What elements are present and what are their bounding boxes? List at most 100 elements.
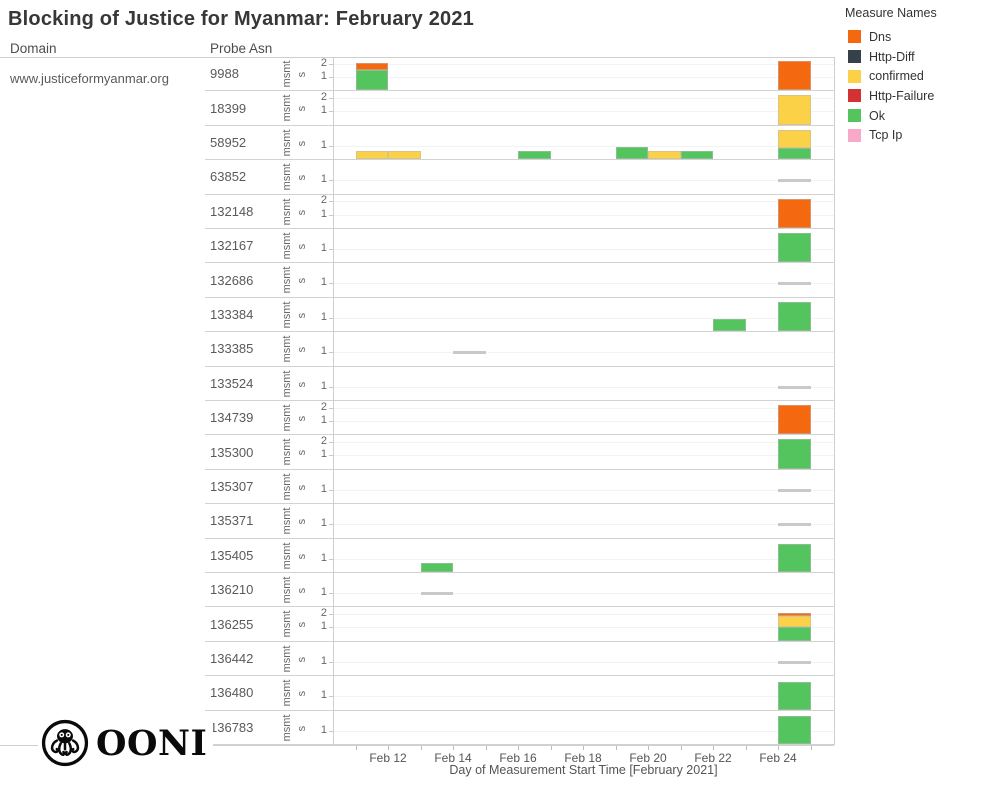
x-tick-label: Feb 12 <box>369 751 407 765</box>
measurement-bar-dns[interactable] <box>778 612 811 617</box>
y-gridline <box>333 593 834 595</box>
row-separator <box>205 296 834 298</box>
y-tick-mark <box>329 627 334 629</box>
measurement-bar-ok[interactable] <box>680 150 713 160</box>
measurement-bar-confirmed[interactable] <box>778 129 811 148</box>
y-gridline <box>333 696 834 698</box>
probe-asn-value: 136480 <box>210 685 254 701</box>
y-axis-line <box>333 57 334 745</box>
legend-item-dns[interactable]: Dns <box>845 27 937 47</box>
measurement-bar-ok[interactable] <box>713 318 746 332</box>
y-tick-mark <box>329 614 334 616</box>
probe-asn-value: 135300 <box>210 444 254 460</box>
legend-item-confirmed[interactable]: confirmed <box>845 66 937 86</box>
y-tick-label: 1 <box>320 138 327 151</box>
probe-asn-value: 134739 <box>210 410 254 426</box>
y-gridline <box>333 386 834 388</box>
row-separator <box>205 331 834 333</box>
legend-item-http-failure[interactable]: Http-Failure <box>845 86 937 106</box>
measurement-bar-ok[interactable] <box>778 147 811 160</box>
row-separator <box>205 159 834 161</box>
row-measure-label: msmt <box>281 576 293 604</box>
measurement-bar-dns[interactable] <box>778 198 811 228</box>
y-tick-mark <box>329 407 334 409</box>
y-gridline <box>333 614 834 616</box>
measurement-dash-mark[interactable] <box>778 523 811 527</box>
measurement-bar-confirmed[interactable] <box>388 150 421 160</box>
row-separator <box>205 572 834 573</box>
y-gridline <box>333 627 834 629</box>
measurement-bar-confirmed[interactable] <box>648 150 681 160</box>
probe-asn-value: 136210 <box>210 582 254 598</box>
row-separator <box>205 744 834 745</box>
x-tick-label: Feb 14 <box>434 751 472 765</box>
row-measure-label: msmt <box>281 439 293 467</box>
y-gridline <box>333 180 834 182</box>
y-tick-mark <box>329 98 334 100</box>
probe-asn-value: 132686 <box>210 272 254 288</box>
legend-item-ok[interactable]: Ok <box>845 106 937 126</box>
measurement-bar-ok[interactable] <box>778 627 811 641</box>
legend-item-tcp-ip[interactable]: Tcp Ip <box>845 125 937 145</box>
ooni-logo-text: OONI <box>96 722 208 764</box>
legend-title: Measure Names <box>845 6 937 20</box>
legend-label: confirmed <box>869 69 924 84</box>
ooni-octopus-icon <box>41 719 89 767</box>
row-measure-label: msmt <box>281 198 293 226</box>
row-measure-label: msmt <box>281 611 293 639</box>
legend-item-http-diff[interactable]: Http-Diff <box>845 47 937 67</box>
measurement-bar-ok[interactable] <box>615 147 648 160</box>
measurement-bar-ok[interactable] <box>518 150 551 160</box>
row-measure-label: msmt <box>281 645 293 673</box>
measurement-dash-mark[interactable] <box>453 351 486 355</box>
row-measure-label: msmt <box>281 129 293 157</box>
measurement-dash-mark[interactable] <box>778 660 811 664</box>
probe-asn-value: 136255 <box>210 616 254 632</box>
y-tick-mark <box>329 524 334 526</box>
page-title: Blocking of Justice for Myanmar: Februar… <box>8 8 475 30</box>
measurement-dash-mark[interactable] <box>778 488 811 492</box>
row-measure-label: msmt <box>281 60 293 88</box>
measurement-bar-dns[interactable] <box>355 63 388 70</box>
measurement-bar-ok[interactable] <box>778 439 811 469</box>
measurement-bar-confirmed[interactable] <box>778 616 811 628</box>
y-tick-label: 1 <box>320 173 327 186</box>
measurement-bar-dns[interactable] <box>778 405 811 435</box>
row-separator <box>205 640 834 642</box>
y-tick-mark <box>329 558 334 560</box>
x-axis-line <box>0 745 834 746</box>
probe-asn-value: 18399 <box>210 100 247 116</box>
y-tick-label: 1 <box>320 517 327 530</box>
measurement-bar-ok[interactable] <box>778 681 811 710</box>
y-gridline <box>333 730 834 732</box>
measurement-bar-ok[interactable] <box>778 543 811 572</box>
row-measure-label: msmt <box>281 95 293 123</box>
y-gridline <box>333 77 834 79</box>
measurement-bar-ok[interactable] <box>778 715 811 744</box>
y-tick-mark <box>329 352 334 354</box>
legend-label: Ok <box>869 108 885 123</box>
probe-asn-value: 9988 <box>210 66 239 82</box>
measurement-bar-dns[interactable] <box>778 61 811 91</box>
y-tick-mark <box>329 63 334 65</box>
row-measure-label: msmt <box>281 267 293 295</box>
y-gridline <box>333 283 834 285</box>
measurement-dash-mark[interactable] <box>778 282 811 286</box>
measurement-bar-ok[interactable] <box>778 233 811 263</box>
measurement-dash-mark[interactable] <box>420 592 453 596</box>
row-measure-label: msmt <box>281 163 293 191</box>
row-separator <box>205 90 834 92</box>
header-divider <box>0 57 834 58</box>
measurement-bar-confirmed[interactable] <box>355 150 388 160</box>
measurement-bar-confirmed[interactable] <box>778 95 811 125</box>
measurement-bar-ok[interactable] <box>420 562 453 572</box>
measurement-bar-ok[interactable] <box>355 69 388 91</box>
row-measure-label: msmt <box>281 301 293 329</box>
x-tick-label: Feb 20 <box>629 751 667 765</box>
measurement-dash-mark[interactable] <box>778 385 811 389</box>
measurement-dash-mark[interactable] <box>778 179 811 183</box>
y-tick-mark <box>329 442 334 444</box>
y-gridline <box>333 145 834 147</box>
measurement-bar-ok[interactable] <box>778 301 811 332</box>
